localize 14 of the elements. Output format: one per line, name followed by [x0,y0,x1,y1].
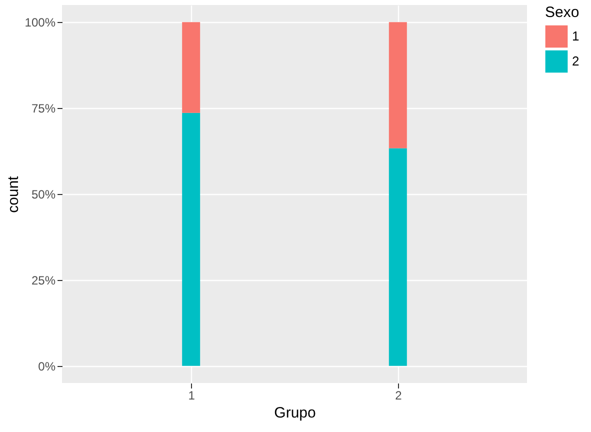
y-tick-label: 0% [38,359,56,374]
bar [388,148,407,366]
legend-label: 1 [572,28,580,44]
bar [182,112,200,366]
y-axis-title: count [4,175,22,213]
x-axis-title: Grupo [274,404,316,422]
y-tick-label: 25% [31,273,56,288]
y-tick-label: 50% [31,188,56,202]
y-tick-label: 100% [24,16,56,30]
bar [182,22,200,113]
legend-label: 2 [572,54,580,68]
legend-title: Sexo [545,4,580,21]
y-tick-label: 75% [31,102,56,116]
bar [388,22,407,148]
